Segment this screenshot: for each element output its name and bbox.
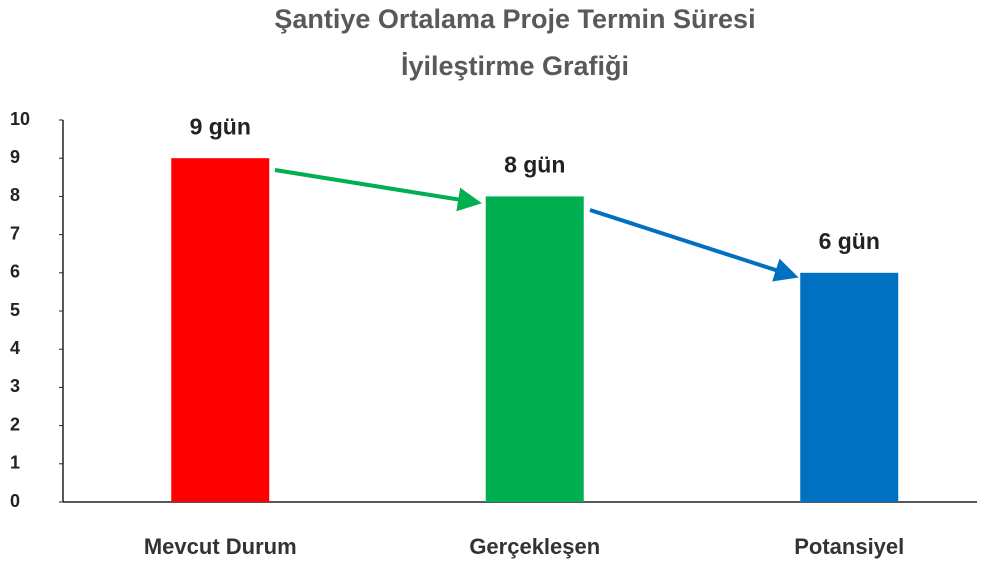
y-tick-label: 5: [10, 300, 20, 320]
y-tick-label: 10: [10, 109, 30, 129]
y-tick-label: 6: [10, 262, 20, 282]
chart-title: İyileştirme Grafiği: [401, 51, 629, 81]
y-tick-label: 8: [10, 185, 20, 205]
bar: [800, 272, 899, 502]
value-label: 9 gün: [190, 113, 251, 139]
y-tick-label: 0: [10, 491, 20, 511]
x-tick-label: Gerçekleşen: [469, 534, 600, 559]
y-tick-label: 9: [10, 147, 20, 167]
bar: [171, 158, 270, 502]
value-label: 6 gün: [819, 228, 880, 254]
arrow: [589, 208, 799, 282]
x-tick-label: Potansiyel: [794, 534, 904, 559]
arrow: [274, 168, 482, 212]
y-tick-label: 4: [10, 338, 20, 358]
bar: [485, 196, 584, 502]
value-label: 8 gün: [504, 151, 565, 177]
y-tick-label: 1: [10, 453, 20, 473]
y-tick-label: 3: [10, 376, 20, 396]
x-tick-label: Mevcut Durum: [144, 534, 297, 559]
y-tick-label: 7: [10, 223, 20, 243]
y-tick-label: 2: [10, 414, 20, 434]
chart-title: Şantiye Ortalama Proje Termin Süresi: [274, 4, 755, 34]
